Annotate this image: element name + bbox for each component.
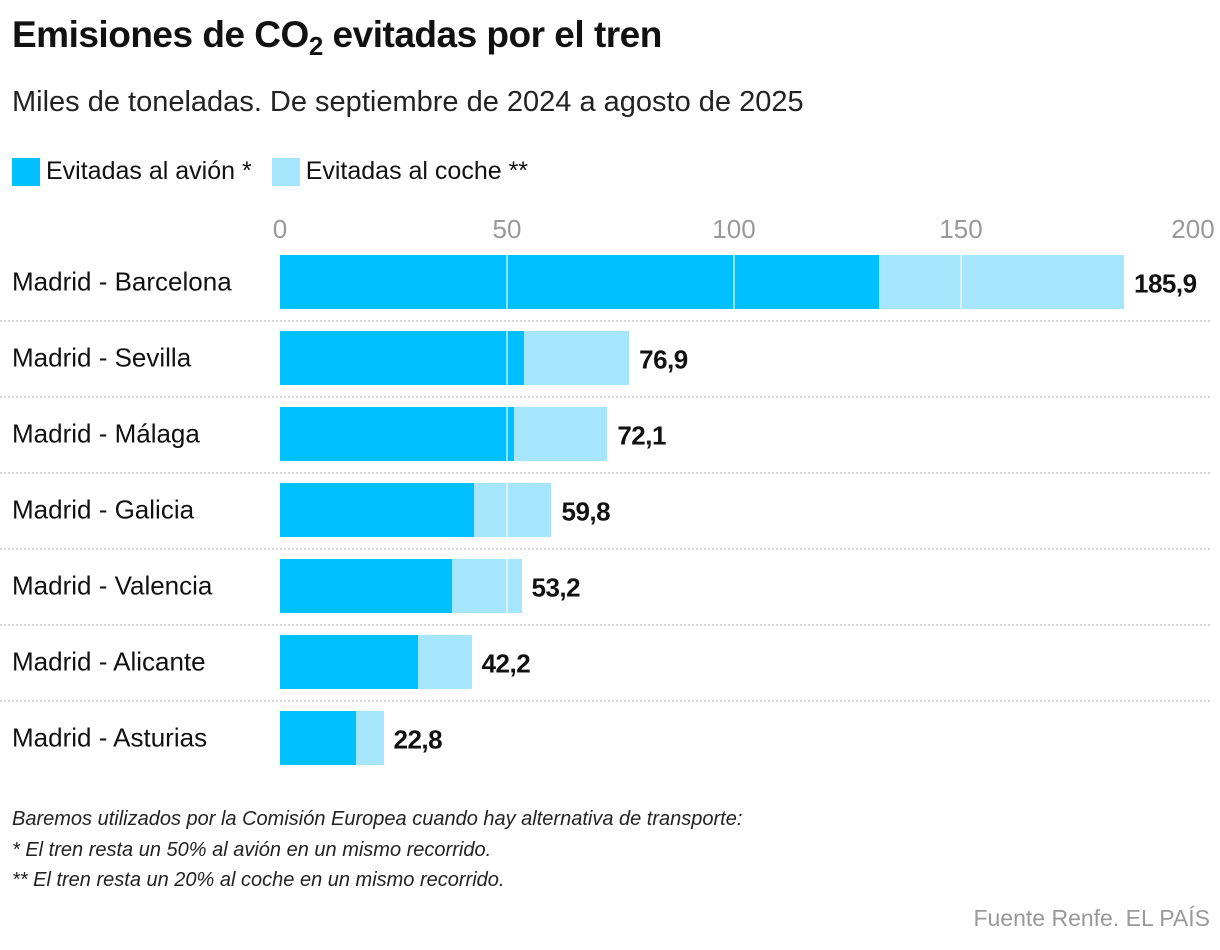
chart-title: Emisiones de CO2 evitadas por el tren [12, 14, 662, 61]
total-label: 72,1 [617, 420, 666, 451]
bar-segment-car [879, 255, 1124, 309]
footnote: Baremos utilizados por la Comisión Europ… [12, 808, 743, 830]
bar-segment-car [355, 711, 384, 765]
legend-swatch [271, 157, 300, 186]
footnote: * El tren resta un 50% al avión en un mi… [12, 839, 492, 861]
x-tick-label: 50 [492, 214, 522, 244]
row-separator [0, 396, 1210, 398]
legend-item-car: Evitadas al coche ** [271, 157, 529, 186]
bar-segment-plane [280, 711, 356, 765]
total-label: 42,2 [481, 648, 531, 679]
total-label: 59,8 [561, 496, 611, 527]
category-label: Madrid - Galicia [12, 494, 195, 525]
category-label: Madrid - Málaga [12, 418, 200, 449]
total-label: 53,2 [531, 572, 581, 603]
chart-subtitle: Miles de toneladas. De septiembre de 202… [12, 86, 804, 118]
bar-segment-plane [280, 255, 880, 309]
bar-segment-car [474, 483, 552, 537]
x-tick-label: 150 [939, 214, 983, 244]
category-label: Madrid - Asturias [12, 722, 208, 753]
bar-segment-plane [280, 483, 475, 537]
bar-segment-plane [280, 407, 515, 461]
x-tick-label: 0 [272, 214, 288, 244]
legend-swatch [12, 157, 40, 186]
bar-segment-car [524, 331, 630, 385]
category-label: Madrid - Barcelona [12, 266, 232, 297]
category-label: Madrid - Valencia [12, 570, 213, 601]
bar-segment-car [514, 407, 608, 461]
gridline [506, 407, 508, 461]
gridline [506, 331, 508, 385]
x-tick-label: 200 [1171, 214, 1215, 244]
legend: Evitadas al avión * Evitadas al coche ** [12, 157, 528, 186]
legend-label: Evitadas al coche ** [305, 157, 529, 185]
bar-segment-plane [280, 559, 453, 613]
gridline [960, 255, 962, 309]
source: Fuente Renfe. EL PAÍS [973, 905, 1210, 931]
gridline [506, 483, 508, 537]
legend-item-plane: Evitadas al avión * [12, 157, 252, 186]
row-separator [0, 624, 1210, 626]
legend-label: Evitadas al avión * [46, 157, 252, 185]
footnote: ** El tren resta un 20% al coche en un m… [12, 869, 505, 891]
row-separator [0, 320, 1210, 322]
category-label: Madrid - Sevilla [12, 342, 192, 373]
total-label: 76,9 [639, 344, 688, 375]
category-label: Madrid - Alicante [12, 646, 206, 677]
row-separator [0, 472, 1210, 474]
gridline [506, 559, 508, 613]
row-separator [0, 548, 1210, 550]
total-label: 22,8 [393, 724, 443, 755]
bar-segment-plane [280, 635, 419, 689]
bar-segment-plane [280, 331, 525, 385]
row-separator [0, 700, 1210, 702]
gridline [506, 255, 508, 309]
total-label: 185,9 [1133, 268, 1197, 299]
bar-segment-car [418, 635, 472, 689]
gridline [733, 255, 735, 309]
x-tick-label: 100 [712, 214, 756, 244]
bar-segment-car [452, 559, 522, 613]
